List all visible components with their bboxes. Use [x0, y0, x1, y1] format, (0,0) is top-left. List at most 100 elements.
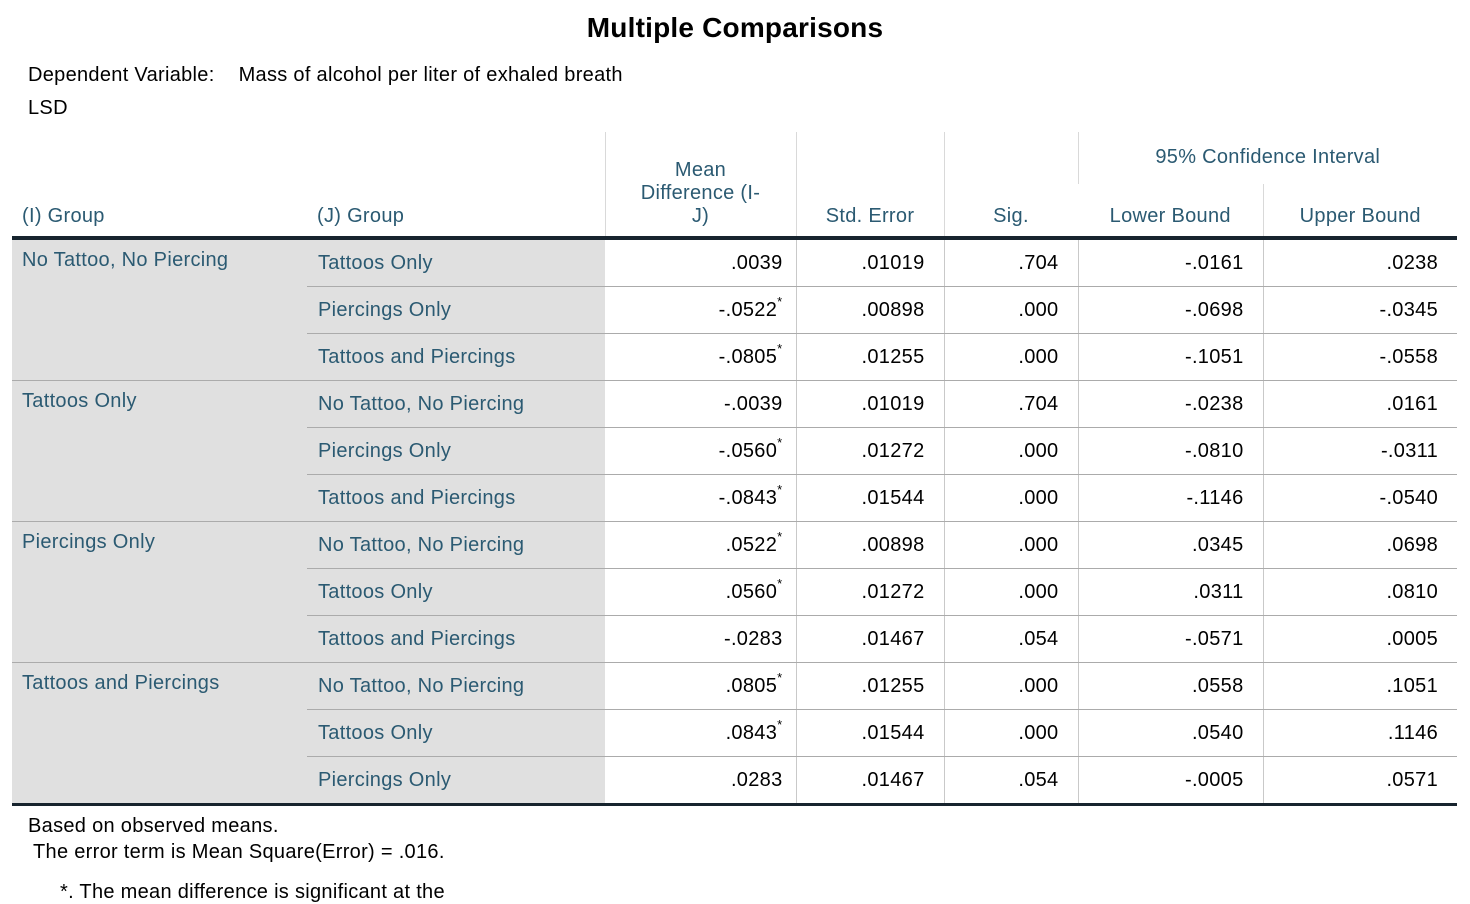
mean-difference-cell: -.0039	[605, 380, 796, 428]
j-group-cell: Piercings Only	[307, 756, 605, 806]
upper-bound-cell: -.0345	[1262, 286, 1457, 334]
footnote-significance: *. The mean difference is significant at…	[60, 881, 445, 903]
upper-bound-cell: .0698	[1262, 521, 1457, 569]
lower-bound-cell: -.1051	[1077, 333, 1263, 381]
mean-difference-cell: .0843*	[605, 709, 796, 757]
upper-bound-cell: .0810	[1262, 568, 1457, 616]
significance-star: *	[777, 434, 783, 450]
i-group-cell: Piercings Only	[12, 521, 307, 663]
mean-difference-cell: .0560*	[605, 568, 796, 616]
confidence-interval-header: 95% Confidence Interval	[1077, 132, 1457, 184]
significance-star: *	[777, 293, 783, 309]
dependent-variable-line: Dependent Variable: Mass of alcohol per l…	[28, 64, 1458, 87]
std-error-cell: .00898	[795, 521, 944, 569]
table-row: Tattoos Only .0560* .01272 .000 .0311 .0…	[12, 568, 1457, 616]
mean-difference-cell: -.0560*	[605, 427, 796, 475]
lower-bound-cell: .0311	[1077, 568, 1263, 616]
j-group-cell: Tattoos and Piercings	[307, 333, 605, 381]
table-row: Piercings Only -.0522* .00898 .000 -.069…	[12, 286, 1457, 334]
upper-bound-cell: -.0311	[1262, 427, 1457, 475]
i-group-cell: Tattoos and Piercings	[12, 662, 307, 806]
upper-bound-cell: .0005	[1262, 615, 1457, 663]
sig-cell: .000	[943, 521, 1078, 569]
mean-difference-cell: -.0283	[605, 615, 796, 663]
mean-difference-value: .0805	[725, 674, 778, 697]
i-group-cell: No Tattoo, No Piercing	[12, 238, 307, 381]
sig-cell: .000	[943, 474, 1078, 522]
j-group-cell: Tattoos Only	[307, 568, 605, 616]
mean-difference-cell: .0039	[605, 238, 796, 287]
mean-difference-value: .0843	[725, 721, 778, 744]
sig-cell: .000	[943, 709, 1078, 757]
lower-bound-cell: -.0238	[1077, 380, 1263, 428]
mean-difference-cell: .0283	[605, 756, 796, 806]
mean-difference-value: .0039	[730, 251, 783, 274]
std-error-cell: .01272	[795, 427, 944, 475]
sig-cell: .000	[943, 333, 1078, 381]
significance-star: *	[777, 340, 783, 356]
std-error-cell: .01544	[795, 474, 944, 522]
std-error-cell: .01255	[795, 333, 944, 381]
sig-cell: .704	[943, 238, 1078, 287]
mean-difference-value: -.0283	[723, 627, 783, 650]
table-body: No Tattoo, No Piercing Tattoos Only .003…	[12, 238, 1457, 806]
mean-difference-value: .0560	[725, 580, 778, 603]
table-row: Tattoos and Piercings -.0805* .01255 .00…	[12, 333, 1457, 381]
sig-cell: .054	[943, 756, 1078, 806]
lower-bound-cell: -.0571	[1077, 615, 1263, 663]
table-row: Tattoos and Piercings No Tattoo, No Pier…	[12, 662, 1457, 806]
j-group-cell: No Tattoo, No Piercing	[307, 380, 605, 428]
table-row: Tattoos and Piercings -.0843* .01544 .00…	[12, 474, 1457, 522]
lower-bound-header: Lower Bound	[1078, 184, 1263, 240]
table-row: Tattoos Only No Tattoo, No Piercing -.00…	[12, 380, 1457, 522]
mean-difference-header: Mean Difference (I- J)	[604, 132, 796, 240]
upper-bound-header: Upper Bound	[1262, 184, 1457, 240]
j-group-cell: No Tattoo, No Piercing	[307, 662, 605, 710]
mean-difference-value: .0283	[730, 768, 783, 791]
footnote-based-on-means: Based on observed means.	[28, 815, 279, 837]
table-row: Tattoos and Piercings -.0283 .01467 .054…	[12, 615, 1457, 663]
std-error-cell: .01544	[795, 709, 944, 757]
significance-star: *	[777, 575, 783, 591]
sig-cell: .000	[943, 568, 1078, 616]
lower-bound-cell: -.0161	[1077, 238, 1263, 287]
i-group-cell: Tattoos Only	[12, 380, 307, 522]
dependent-variable-label: Dependent Variable:	[28, 64, 215, 86]
mean-difference-value: -.0843	[718, 486, 778, 509]
page-title: Multiple Comparisons	[586, 12, 884, 43]
std-error-cell: .01019	[795, 238, 944, 287]
j-group-cell: Tattoos Only	[307, 238, 605, 287]
lower-bound-cell: .0558	[1077, 662, 1263, 710]
sig-cell: .000	[943, 662, 1078, 710]
sig-cell: .000	[943, 286, 1078, 334]
mean-difference-header-line: Difference (I-	[640, 182, 761, 204]
std-error-cell: .01467	[795, 756, 944, 806]
mean-difference-header-line: J)	[691, 205, 710, 227]
std-error-header: Std. Error	[795, 132, 944, 240]
std-error-cell: .01019	[795, 380, 944, 428]
std-error-cell: .01255	[795, 662, 944, 710]
upper-bound-cell: -.0558	[1262, 333, 1457, 381]
significance-star: *	[777, 716, 783, 732]
upper-bound-cell: -.0540	[1262, 474, 1457, 522]
mean-difference-cell: -.0805*	[605, 333, 796, 381]
std-error-cell: .01467	[795, 615, 944, 663]
std-error-cell: .01272	[795, 568, 944, 616]
lower-bound-cell: .0345	[1077, 521, 1263, 569]
j-group-cell: Piercings Only	[307, 286, 605, 334]
j-group-header: (J) Group	[307, 132, 605, 240]
lower-bound-cell: -.0005	[1077, 756, 1263, 806]
upper-bound-cell: .0571	[1262, 756, 1457, 806]
table-footnotes: Based on observed means. The error term …	[28, 813, 1458, 865]
j-group-cell: Piercings Only	[307, 427, 605, 475]
lower-bound-cell: -.1146	[1077, 474, 1263, 522]
upper-bound-cell: .1146	[1262, 709, 1457, 757]
mean-difference-cell: -.0843*	[605, 474, 796, 522]
std-error-cell: .00898	[795, 286, 944, 334]
mean-difference-value: -.0522	[718, 298, 778, 321]
mean-difference-value: .0522	[725, 533, 778, 556]
table-row: Tattoos Only .0843* .01544 .000 .0540 .1…	[12, 709, 1457, 757]
mean-difference-value: -.0805	[718, 345, 778, 368]
mean-difference-cell: .0522*	[605, 521, 796, 569]
